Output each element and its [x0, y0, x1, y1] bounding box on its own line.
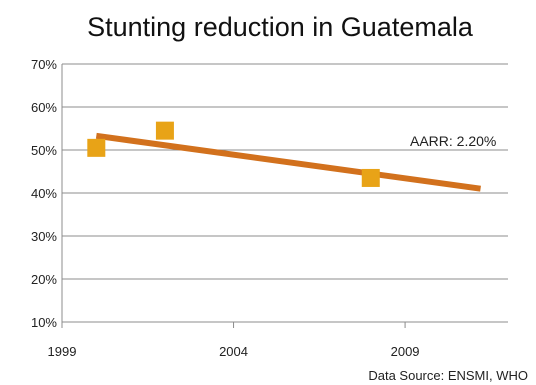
x-axis-ticks: 1999 2004 2009	[48, 322, 420, 359]
data-points	[87, 121, 380, 187]
y-tick-label: 40%	[31, 186, 57, 201]
grid	[61, 63, 508, 323]
y-tick-label: 20%	[31, 272, 57, 287]
data-source: Data Source: ENSMI, WHO	[368, 368, 528, 383]
aarr-annotation: AARR: 2.20%	[410, 133, 496, 149]
x-tick-label: 2009	[391, 344, 420, 359]
trendline	[95, 132, 481, 192]
data-point-1	[155, 121, 174, 140]
x-tick-label: 1999	[48, 344, 77, 359]
y-tick-label: 10%	[31, 315, 57, 330]
data-point-2	[361, 168, 380, 187]
y-tick-label: 70%	[31, 57, 57, 72]
y-axis-ticks: 10% 20% 30% 40% 50% 60% 70%	[31, 57, 57, 330]
y-tick-label: 60%	[31, 100, 57, 115]
y-tick-label: 30%	[31, 229, 57, 244]
y-tick-label: 50%	[31, 143, 57, 158]
x-tick-label: 2004	[219, 344, 248, 359]
chart-title: Stunting reduction in Guatemala	[87, 12, 474, 42]
data-point-0	[87, 138, 106, 157]
